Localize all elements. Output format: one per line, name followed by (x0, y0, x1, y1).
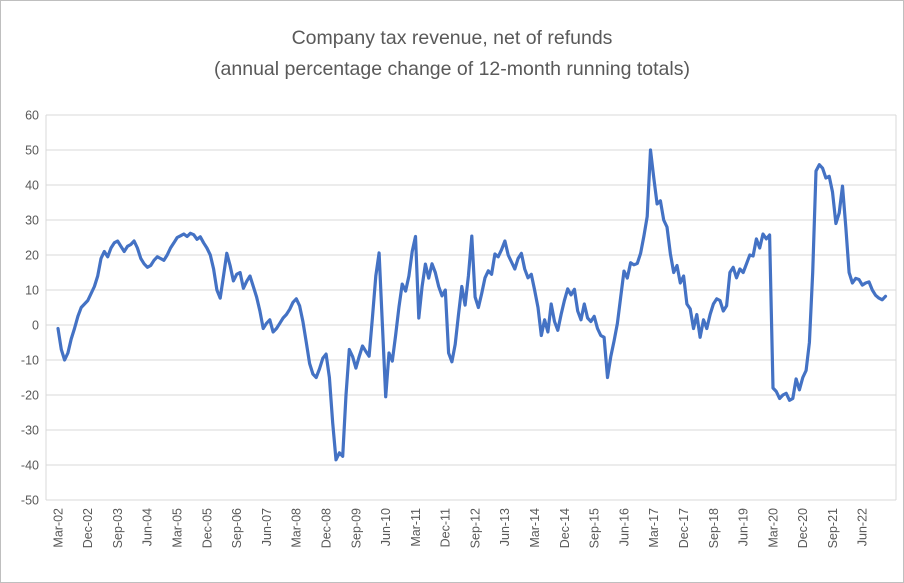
x-tick-label: Mar-05 (171, 508, 185, 548)
y-tick-label: 40 (25, 178, 39, 192)
y-tick-label: 0 (32, 318, 39, 332)
x-tick-label: Sep-21 (826, 508, 840, 548)
x-tick-label: Jun-13 (498, 508, 512, 546)
x-tick-label: Dec-14 (558, 508, 572, 548)
x-tick-label: Dec-02 (81, 508, 95, 548)
x-tick-label: Sep-12 (468, 508, 482, 548)
x-tick-label: Dec-11 (439, 508, 453, 547)
x-tick-label: Sep-09 (349, 508, 363, 548)
x-tick-label: Dec-17 (677, 508, 691, 548)
x-tick-label: Dec-05 (200, 508, 214, 548)
x-tick-label: Dec-08 (319, 508, 333, 548)
x-tick-label: Sep-18 (707, 508, 721, 548)
x-tick-label: Mar-20 (766, 508, 780, 548)
x-tick-label: Mar-11 (409, 508, 423, 547)
x-tick-label: Sep-06 (230, 508, 244, 548)
y-tick-label: 50 (25, 143, 39, 157)
x-tick-label: Jun-19 (737, 508, 751, 546)
y-tick-label: -20 (21, 388, 39, 402)
data-series-line (56, 148, 888, 462)
x-tick-label: Mar-14 (528, 508, 542, 548)
y-tick-label: 30 (25, 213, 39, 227)
x-tick-label: Mar-17 (647, 508, 661, 548)
x-tick-label: Sep-03 (111, 508, 125, 548)
x-tick-label: Jun-10 (379, 508, 393, 546)
x-tick-label: Jun-16 (617, 508, 631, 546)
y-tick-label: -40 (21, 458, 39, 472)
y-tick-label: -30 (21, 423, 39, 437)
x-tick-label: Dec-20 (796, 508, 810, 548)
x-tick-label: Mar-02 (51, 508, 65, 548)
y-tick-label: -10 (21, 353, 39, 367)
x-tick-label: Jun-07 (260, 508, 274, 546)
y-tick-label: 20 (25, 248, 39, 262)
x-tick-label: Jun-04 (141, 508, 155, 546)
x-tick-label: Jun-22 (856, 508, 870, 546)
x-tick-label: Sep-15 (588, 508, 602, 548)
y-tick-label: 10 (25, 283, 39, 297)
y-tick-label: 60 (25, 108, 39, 122)
x-tick-label: Mar-08 (290, 508, 304, 548)
y-tick-label: -50 (21, 493, 39, 507)
